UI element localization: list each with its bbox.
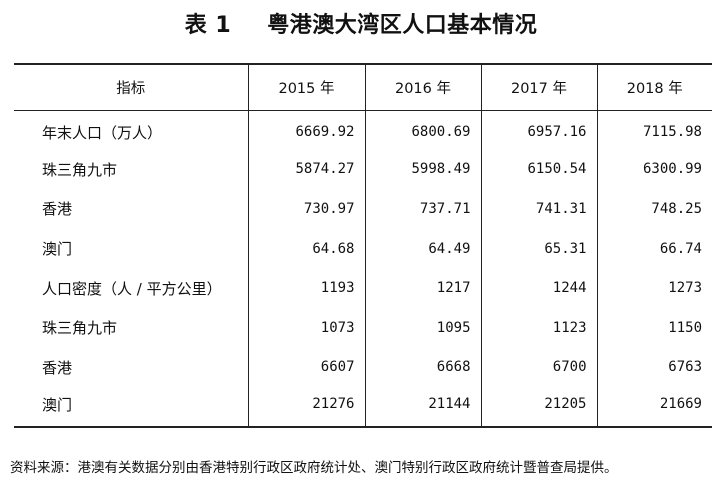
row-label: 年末人口（万人）	[42, 123, 163, 142]
cell-2017: 1123	[480, 307, 597, 348]
header-row: 指标 2015 年 2016 年 2017 年 2018 年	[14, 63, 712, 111]
table-row: 澳门 64.68 64.49 65.31 66.74	[14, 228, 712, 269]
table-row: 年末人口（万人） 6669.92 6800.69 6957.16 7115.98	[14, 110, 712, 150]
cell-2018: 7115.98	[596, 110, 712, 150]
cell-2016: 6668	[364, 347, 481, 388]
source-note: 资料来源：港澳有关数据分别由香港特别行政区政府统计处、澳门特别行政区政府统计暨普…	[10, 460, 618, 476]
cell-2017: 21205	[480, 387, 597, 428]
cell-2016: 21144	[364, 387, 481, 428]
cell-2015: 6607	[247, 347, 365, 388]
cell-2017: 6957.16	[480, 110, 597, 150]
row-label: 澳门	[14, 387, 248, 428]
cell-2015: 5874.27	[247, 149, 365, 190]
cell-2016: 5998.49	[364, 149, 481, 190]
cell-2015: 1193	[247, 268, 365, 308]
table-row: 澳门 21276 21144 21205 21669	[14, 387, 712, 428]
header-2016: 2016 年	[364, 63, 481, 111]
cell-2015: 21276	[247, 387, 365, 428]
cell-2015: 730.97	[247, 189, 365, 229]
row-label: 人口密度（人 / 平方公里）	[42, 279, 222, 298]
row-label: 珠三角九市	[42, 319, 118, 338]
header-2015: 2015 年	[247, 63, 365, 111]
header-2018: 2018 年	[596, 63, 712, 111]
table-title-text: 粤港澳大湾区人口基本情况	[267, 13, 538, 38]
cell-2016: 1095	[364, 307, 481, 348]
cell-2018: 66.74	[596, 228, 712, 269]
cell-2018: 6300.99	[596, 149, 712, 190]
cell-2017: 6700	[480, 347, 597, 388]
table-row: 珠三角九市 1073 1095 1123 1150	[14, 307, 712, 348]
header-2017: 2017 年	[480, 63, 597, 111]
row-label: 香港	[42, 200, 73, 219]
cell-2017: 1244	[480, 268, 597, 308]
cell-2016: 64.49	[364, 228, 481, 269]
cell-2018: 748.25	[596, 189, 712, 229]
table-row: 香港 6607 6668 6700 6763	[14, 347, 712, 388]
row-label: 珠三角九市	[42, 160, 118, 179]
header-indicator: 指标	[14, 63, 248, 111]
cell-2017: 65.31	[480, 228, 597, 269]
row-label: 澳门	[42, 240, 73, 259]
table-row: 珠三角九市 5874.27 5998.49 6150.54 6300.99	[14, 149, 712, 190]
table-number: 表 1	[184, 13, 232, 38]
table-row: 香港 730.97 737.71 741.31 748.25	[14, 189, 712, 229]
cell-2018: 1150	[596, 307, 712, 348]
table-title: 表 1 粤港澳大湾区人口基本情况	[0, 11, 722, 41]
cell-2018: 1273	[596, 268, 712, 308]
cell-2016: 1217	[364, 268, 481, 308]
cell-2016: 737.71	[364, 189, 481, 229]
cell-2018: 21669	[596, 387, 712, 428]
cell-2018: 6763	[596, 347, 712, 388]
cell-2016: 6800.69	[364, 110, 481, 150]
cell-2015: 64.68	[247, 228, 365, 269]
cell-2017: 741.31	[480, 189, 597, 229]
cell-2015: 6669.92	[247, 110, 365, 150]
cell-2017: 6150.54	[480, 149, 597, 190]
row-label: 香港	[42, 358, 73, 377]
table-row: 人口密度（人 / 平方公里） 1193 1217 1244 1273	[14, 268, 712, 308]
cell-2015: 1073	[247, 307, 365, 348]
population-table: 指标 2015 年 2016 年 2017 年 2018 年 年末人口（万人） …	[14, 63, 712, 428]
